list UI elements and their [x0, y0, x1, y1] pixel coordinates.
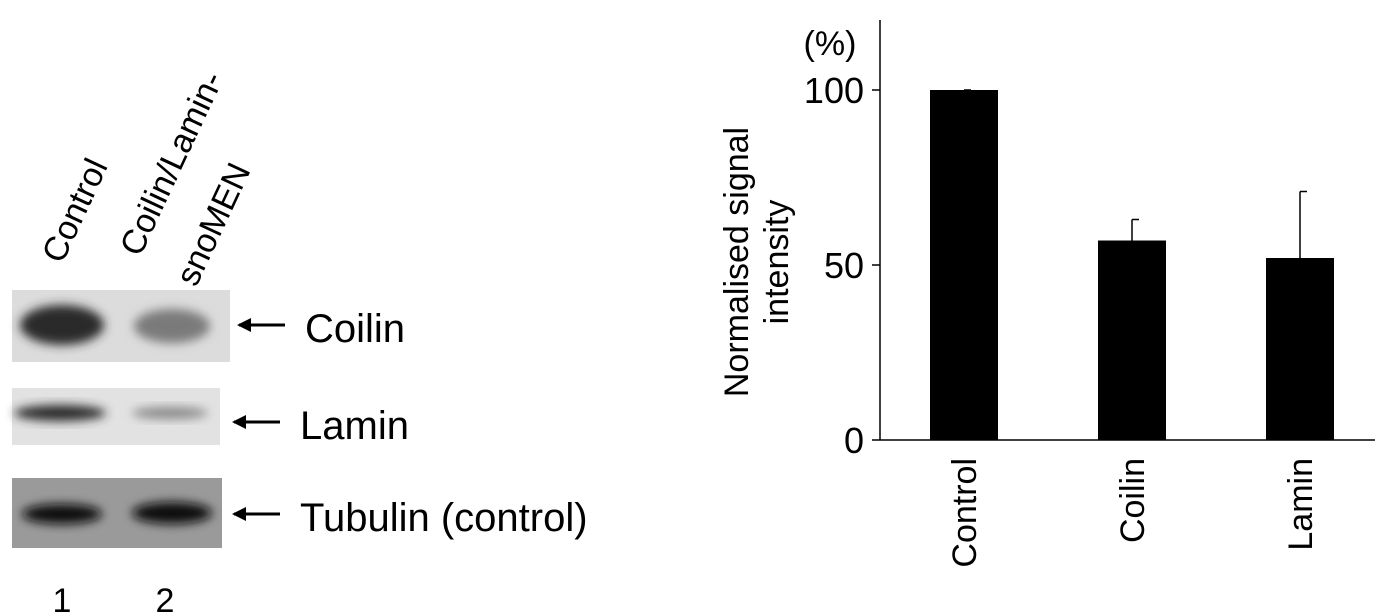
y-axis-label: intensity	[758, 200, 796, 325]
y-tick-label: 100	[804, 70, 864, 111]
band	[22, 504, 102, 524]
row-label: Coilin	[305, 307, 405, 351]
bar	[1098, 241, 1166, 441]
row-label: Tubulin (control)	[300, 496, 588, 540]
band	[20, 305, 104, 345]
lane-number: 1	[53, 582, 72, 615]
band	[134, 309, 210, 343]
western-blot	[12, 290, 230, 548]
arrow-head	[232, 507, 246, 521]
arrow-head	[232, 415, 246, 429]
arrow-head	[237, 318, 251, 332]
figure: Control1Coilin/Lamin-snoMEN2CoilinLaminT…	[0, 0, 1377, 615]
band	[14, 405, 106, 421]
band	[132, 407, 208, 419]
bar	[1266, 258, 1334, 440]
lane-number: 2	[156, 582, 175, 615]
row-label: Lamin	[300, 404, 409, 448]
band	[132, 502, 212, 524]
x-tick-label: Control	[946, 458, 984, 568]
y-tick-label: 50	[824, 245, 864, 286]
bar	[930, 90, 998, 440]
y-unit: (%)	[804, 25, 857, 63]
lane-label: Control	[35, 153, 116, 268]
x-tick-label: Coilin	[1114, 458, 1152, 543]
x-tick-label: Lamin	[1282, 458, 1320, 551]
y-tick-label: 0	[844, 420, 864, 461]
y-axis-label: Normalised signal	[718, 127, 756, 397]
